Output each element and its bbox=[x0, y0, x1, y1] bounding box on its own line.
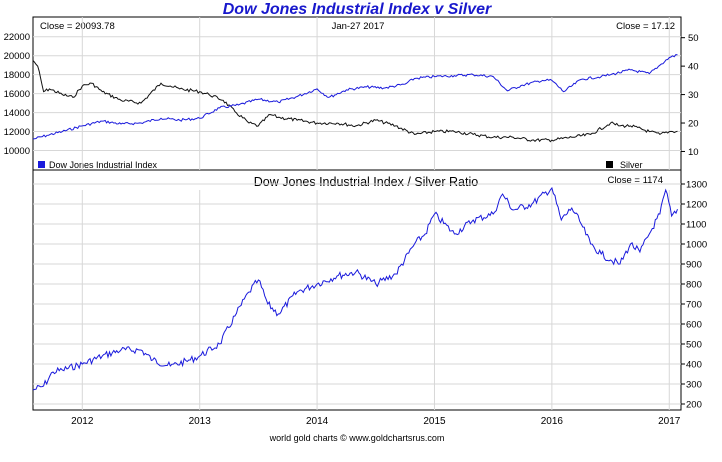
y-ratio-tick-label: 1100 bbox=[686, 220, 706, 231]
y-right-tick-label: 40 bbox=[688, 62, 699, 73]
top-header-left: Close = 20093.78 bbox=[40, 21, 115, 32]
y-right-tick-label: 50 bbox=[688, 33, 699, 44]
y-ratio-tick-label: 400 bbox=[686, 360, 702, 371]
y-right-tick-label: 30 bbox=[688, 90, 699, 101]
legend-label-dow: Dow Jones Industrial Index bbox=[49, 160, 158, 170]
x-tick-label: 2015 bbox=[423, 416, 446, 427]
bottom-panel-frame bbox=[32, 169, 682, 411]
y-ratio-tick-label: 300 bbox=[686, 380, 702, 391]
footer-credit: world gold charts © www.goldchartsrus.co… bbox=[269, 433, 445, 443]
bottom-header-right: Close = 1174 bbox=[607, 175, 663, 186]
x-tick-label: 2017 bbox=[658, 416, 681, 427]
y-ratio-tick-label: 800 bbox=[686, 280, 702, 291]
y-ratio-tick-label: 1200 bbox=[686, 200, 707, 211]
series-dow-line bbox=[32, 54, 678, 140]
y-left-tick-label: 12000 bbox=[4, 127, 30, 138]
x-tick-label: 2013 bbox=[189, 416, 212, 427]
y-ratio-tick-label: 700 bbox=[686, 300, 702, 311]
series-ratio-line bbox=[32, 186, 678, 391]
y-left-tick-label: 10000 bbox=[4, 146, 30, 157]
y-ratio-tick-label: 900 bbox=[686, 260, 702, 271]
y-right-tick-label: 20 bbox=[688, 119, 699, 130]
main-title: Dow Jones Industrial Index v Silver bbox=[223, 1, 492, 18]
y-left-tick-label: 22000 bbox=[4, 32, 30, 43]
bottom-panel-title: Dow Jones Industrial Index / Silver Rati… bbox=[254, 175, 478, 189]
y-left-tick-label: 16000 bbox=[4, 89, 30, 100]
legend-swatch-dow bbox=[38, 161, 45, 168]
y-ratio-tick-label: 500 bbox=[686, 340, 702, 351]
x-tick-label: 2012 bbox=[71, 416, 94, 427]
grid-layer bbox=[33, 17, 681, 410]
x-tick-label: 2016 bbox=[541, 416, 564, 427]
y-left-tick-label: 14000 bbox=[4, 108, 30, 119]
series-silver-line bbox=[32, 60, 678, 143]
y-ratio-tick-label: 1000 bbox=[686, 240, 707, 251]
top-header-right: Close = 17.12 bbox=[616, 21, 675, 32]
y-ratio-tick-label: 1300 bbox=[686, 180, 707, 191]
y-ratio-tick-label: 600 bbox=[686, 320, 702, 331]
series-layer bbox=[32, 54, 678, 391]
top-header-center: Jan-27 2017 bbox=[332, 21, 385, 32]
legend-label-silver: Silver bbox=[620, 160, 643, 170]
legend-swatch-silver bbox=[606, 161, 613, 168]
tick-layer: 2012 2013 2014 2015 2016 2017 10000 12000 14000 1… bbox=[4, 32, 708, 427]
x-tick-label: 2014 bbox=[306, 416, 329, 427]
y-left-tick-label: 20000 bbox=[4, 51, 30, 62]
y-right-tick-label: 10 bbox=[688, 147, 699, 158]
y-left-tick-label: 18000 bbox=[4, 70, 30, 81]
y-ratio-tick-label: 200 bbox=[686, 400, 702, 411]
